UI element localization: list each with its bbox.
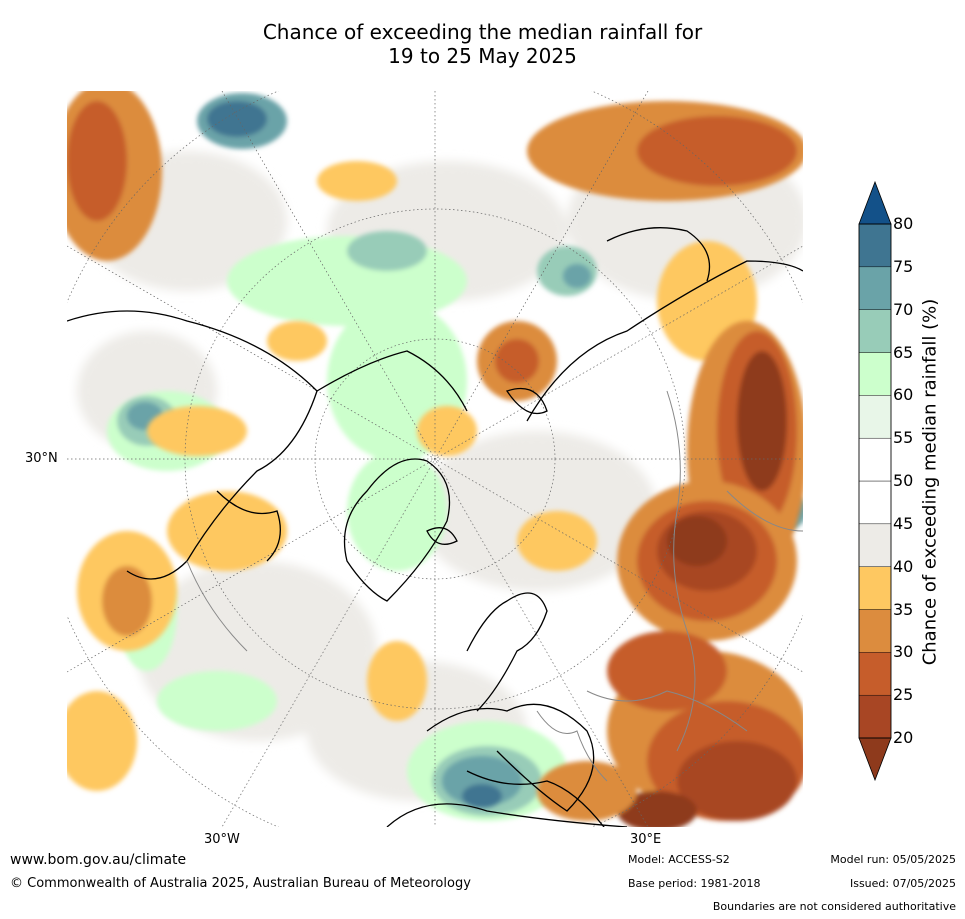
colorbar-segment xyxy=(858,437,892,482)
country-borders xyxy=(186,390,803,782)
footer-boundaries-note: Boundaries are not considered authoritat… xyxy=(712,900,956,913)
colorbar-segment xyxy=(858,352,892,396)
colorbar-segment xyxy=(858,652,892,696)
colorbar-segment xyxy=(858,566,892,610)
colorbar-segment xyxy=(858,480,892,525)
graticule xyxy=(67,91,803,827)
colorbar-extend-bottom xyxy=(858,737,892,782)
probability-map xyxy=(67,91,803,827)
colorbar-tick-label: 40 xyxy=(893,556,914,576)
colorbar-tick-label: 50 xyxy=(893,471,914,490)
map-canvas xyxy=(67,91,803,827)
colorbar-segments xyxy=(858,180,892,782)
colorbar-segment xyxy=(858,309,892,353)
colorbar-tick-label: 60 xyxy=(893,385,914,405)
colorbar-tick-label: 20 xyxy=(893,728,914,747)
longitude-label-30e: 30°E xyxy=(630,832,662,847)
colorbar-tick-label: 25 xyxy=(893,685,914,705)
colorbar-segment xyxy=(858,223,892,268)
colorbar-segment xyxy=(858,266,892,310)
colorbar-label: Chance of exceeding median rainfall (%) xyxy=(919,298,941,666)
colorbar-segment xyxy=(858,395,892,439)
colorbar-tick-label: 65 xyxy=(893,342,914,362)
footer-model: Model: ACCESS-S2 xyxy=(628,853,730,866)
title-line-2: 19 to 25 May 2025 xyxy=(388,44,577,68)
colorbar-tick-label: 55 xyxy=(893,428,914,448)
colorbar-tick-label: 80 xyxy=(893,214,914,233)
footer-issued: Issued: 07/05/2025 xyxy=(849,877,956,890)
colorbar-tick-label: 70 xyxy=(893,299,914,319)
colorbar-tick-label: 30 xyxy=(893,642,914,662)
footer-copyright: © Commonwealth of Australia 2025, Austra… xyxy=(10,876,471,891)
footer-base-period: Base period: 1981-2018 xyxy=(628,877,761,890)
colorbar-tick-label: 45 xyxy=(893,513,914,533)
colorbar xyxy=(858,180,892,782)
colorbar-frame xyxy=(858,223,892,739)
colorbar-segment xyxy=(858,523,892,567)
colorbar-tick-label: 75 xyxy=(893,256,914,276)
colorbar-extend-top xyxy=(858,180,892,225)
colorbar-segment xyxy=(858,694,892,739)
colorbar-tick-label: 35 xyxy=(893,599,914,619)
longitude-label-30w: 30°W xyxy=(204,832,240,847)
colorbar-segment xyxy=(858,609,892,653)
driest-brown-field xyxy=(537,321,803,827)
footer-website: www.bom.gov.au/climate xyxy=(10,852,187,868)
chart-title: Chance of exceeding the median rainfall … xyxy=(0,20,965,68)
drier-orange-field xyxy=(67,91,803,791)
title-line-1: Chance of exceeding the median rainfall … xyxy=(262,20,703,44)
footer-model-run: Model run: 05/05/2025 xyxy=(830,853,956,866)
latitude-label-30n: 30°N xyxy=(25,451,58,466)
